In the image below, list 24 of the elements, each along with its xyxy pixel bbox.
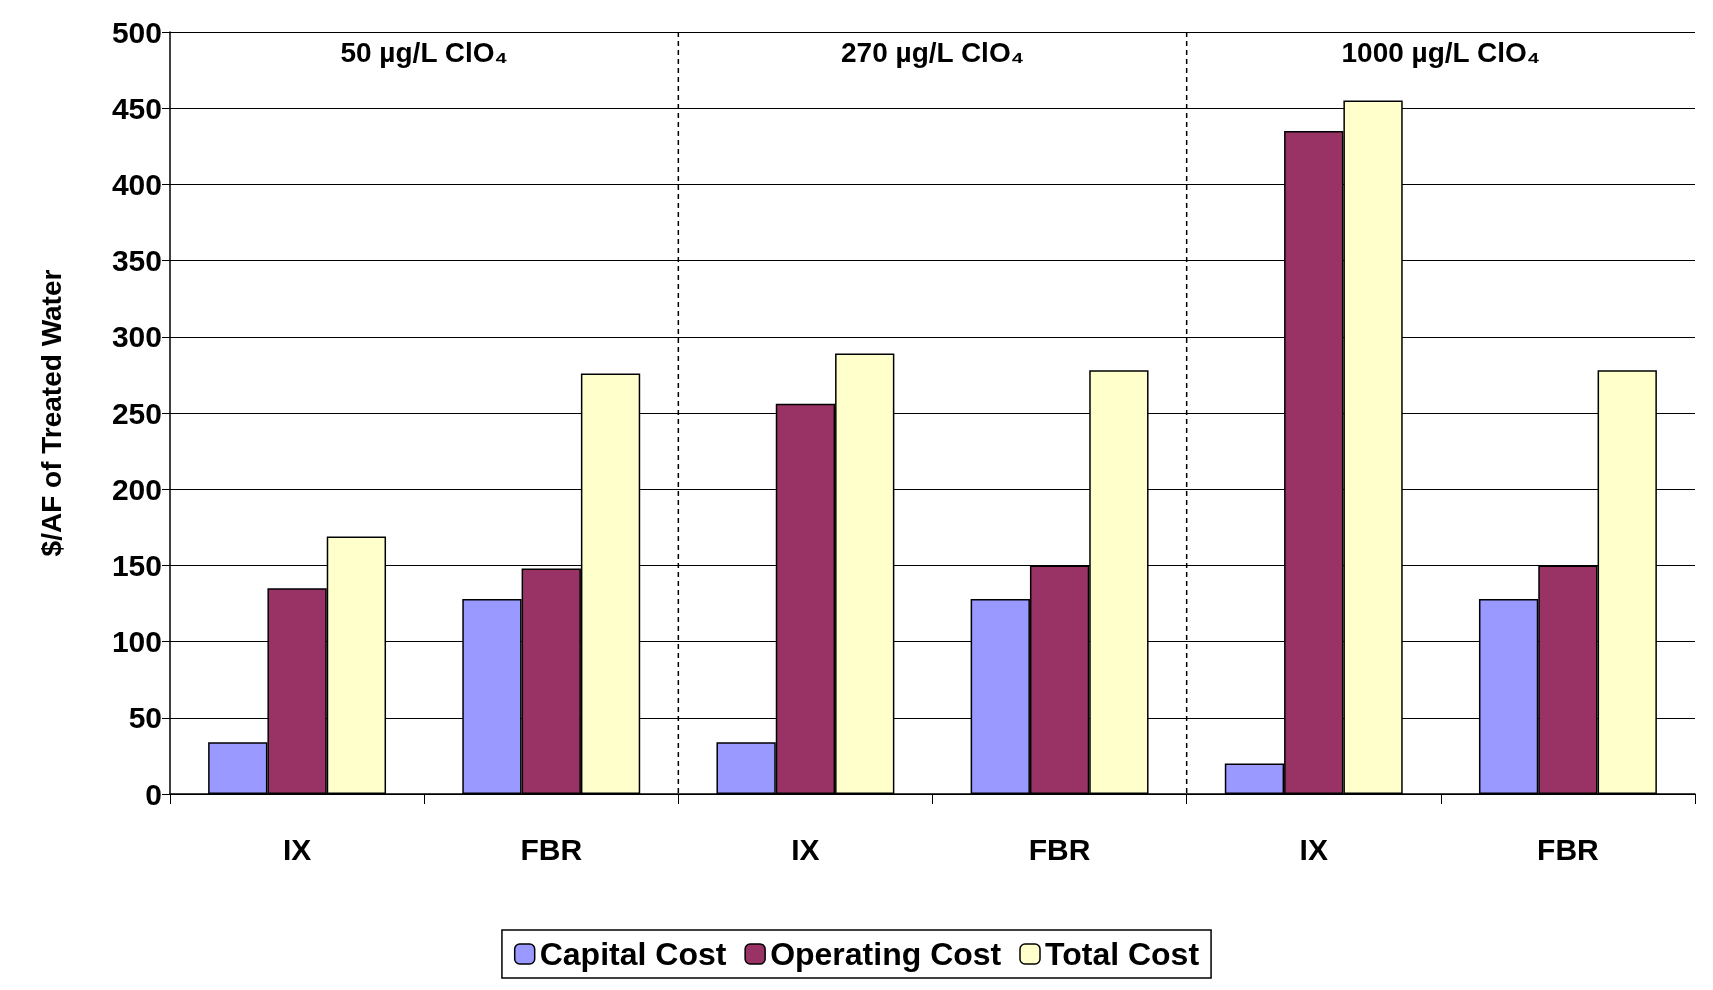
y-tick-label: 50 xyxy=(128,701,162,735)
y-tick-label: 500 xyxy=(111,15,162,49)
x-tick-label: FBR xyxy=(1028,832,1091,866)
y-tick-label: 400 xyxy=(111,167,162,201)
x-tick-label: IX xyxy=(1299,832,1328,866)
x-tick-label: FBR xyxy=(520,832,583,866)
y-axis-title: $/AF of Treated Water xyxy=(35,269,67,557)
legend-label: Operating Cost xyxy=(770,936,1002,972)
y-tick-label: 250 xyxy=(111,396,162,430)
x-tick-label: FBR xyxy=(1537,832,1600,866)
x-tick-label: IX xyxy=(282,832,312,866)
y-tick-label: 0 xyxy=(145,777,162,811)
y-tick-label: 100 xyxy=(111,625,162,659)
annotation: 270 µg/L ClO₄ xyxy=(840,36,1025,68)
legend-label: Total Cost xyxy=(1045,936,1200,972)
y-tick-label: 450 xyxy=(111,91,162,125)
y-tick-label: 150 xyxy=(111,548,162,582)
annotation: 50 µg/L ClO₄ xyxy=(340,36,508,68)
y-tick-label: 300 xyxy=(111,320,162,354)
y-tick-label: 350 xyxy=(111,244,162,278)
y-tick-label: 200 xyxy=(111,472,162,506)
legend-label: Capital Cost xyxy=(539,936,727,972)
annotation: 1000 µg/L ClO₄ xyxy=(1341,36,1541,68)
x-tick-label: IX xyxy=(791,832,820,866)
